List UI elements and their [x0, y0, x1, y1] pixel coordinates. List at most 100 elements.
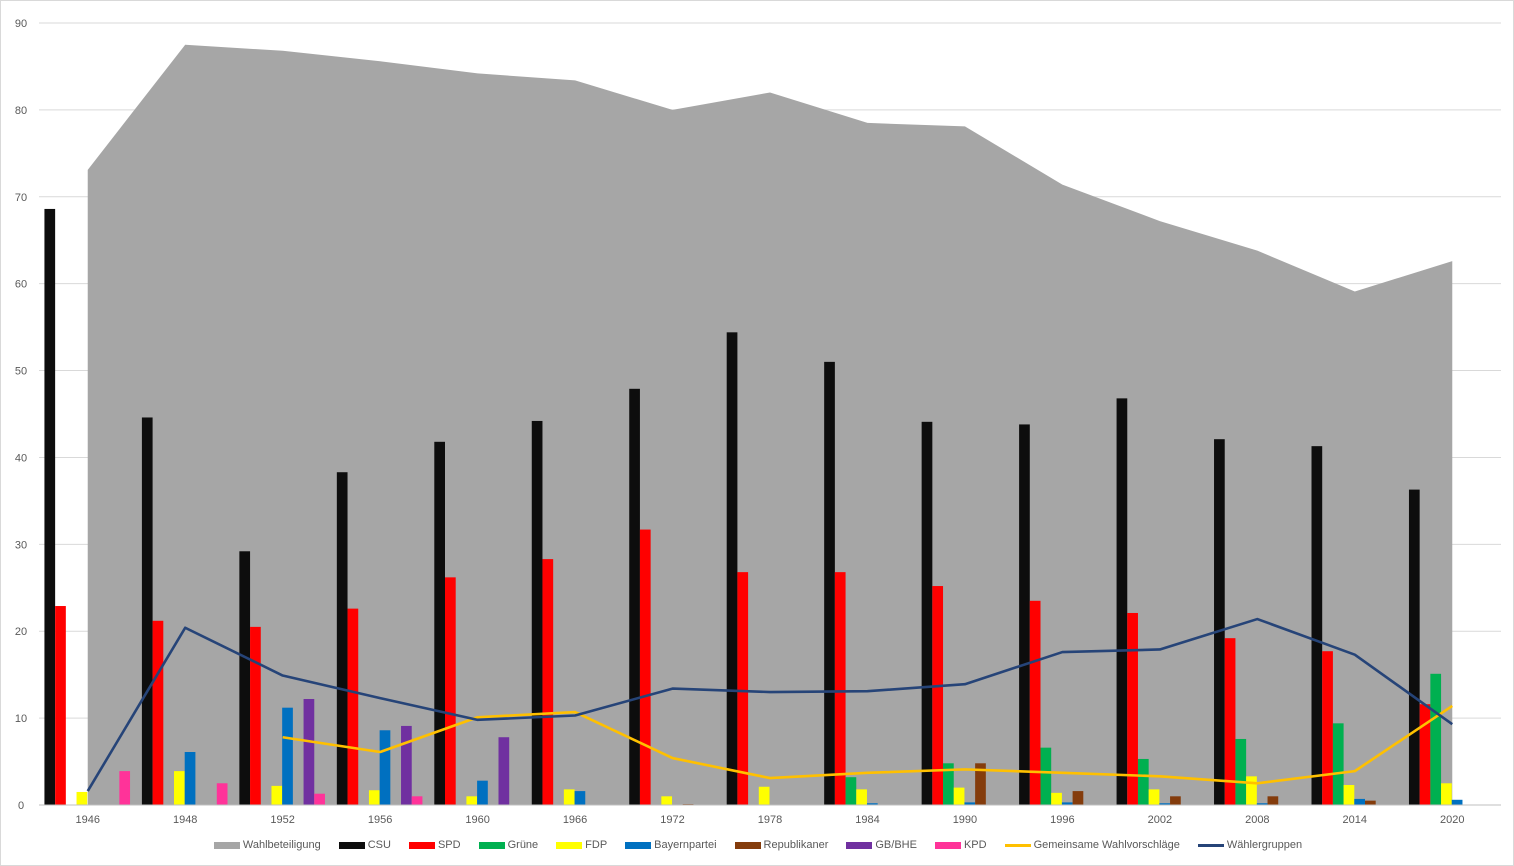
bar-csu-2002: [1116, 398, 1128, 805]
legend-swatch: [213, 841, 240, 849]
area-wahlbeteiligung: [87, 44, 1453, 805]
y-tick-label: 20: [15, 626, 27, 638]
bar-fdp-2008: [1246, 776, 1257, 805]
legend-swatch: [846, 841, 873, 849]
legend-item: Bayernpartei: [625, 839, 717, 851]
legend-line-marker: [1004, 843, 1031, 847]
legend-label: Wählergruppen: [1226, 839, 1303, 851]
bar-spd-1990: [932, 586, 944, 805]
legend-item: GB/BHE: [846, 839, 917, 851]
bar-csu-1946: [44, 208, 56, 806]
y-tick-label: 0: [18, 800, 24, 812]
bar-republikaner-2008: [1267, 796, 1279, 805]
bar-bayernpartei-1960: [477, 780, 488, 805]
bar-bayernpartei-1948: [184, 751, 196, 805]
y-tick-label: 70: [15, 192, 27, 204]
x-tick-label: 2002: [1148, 814, 1172, 826]
legend-label: SPD: [437, 839, 461, 851]
bar-kpd-1948: [216, 783, 228, 805]
y-tick-label: 80: [15, 105, 27, 117]
bar-spd-1978: [737, 572, 749, 805]
bar-fdp-1948: [174, 771, 185, 805]
y-tick-label: 10: [15, 713, 27, 725]
y-tick-label: 30: [15, 539, 27, 551]
bar-bayernpartei-2002: [1159, 803, 1171, 805]
bar-fdp-1956: [368, 790, 380, 805]
bar-csu-1948: [141, 417, 153, 805]
legend-swatch: [478, 841, 505, 849]
bar-csu-2020: [1408, 489, 1420, 805]
legend-label: Wahlbeteiligung: [242, 839, 321, 851]
bar-bayernpartei-1966: [574, 791, 586, 805]
x-tick-label: 1948: [173, 814, 197, 826]
legend-item: KPD: [934, 839, 987, 851]
bar-spd-1952: [250, 626, 261, 805]
bar-csu-1966: [531, 420, 543, 805]
bar-republikaner-1996: [1072, 791, 1084, 805]
y-tick-label: 60: [15, 279, 27, 291]
bar-gb-bhe-1960: [498, 737, 510, 805]
bar-spd-1948: [152, 620, 164, 805]
legend-swatch: [625, 841, 652, 849]
bar-bayernpartei-1952: [282, 707, 293, 805]
bar-bayernpartei-2008: [1256, 803, 1268, 805]
bar-fdp-1952: [271, 785, 283, 805]
bar-fdp-1984: [856, 789, 867, 805]
x-tick-label: 1956: [368, 814, 392, 826]
bar-bayernpartei-1996: [1061, 802, 1073, 805]
legend-swatch: [934, 841, 961, 849]
legend-label: Bayernpartei: [654, 839, 717, 851]
bar-spd-1956: [347, 608, 359, 805]
bar-csu-1990: [921, 421, 933, 805]
bar-fdp-1972: [661, 796, 673, 805]
x-tick-label: 1978: [758, 814, 782, 826]
bar-fdp-1996: [1051, 792, 1062, 805]
bar-csu-1960: [434, 441, 445, 805]
y-tick-label: 50: [15, 366, 27, 378]
bar-csu-2014: [1311, 446, 1323, 805]
legend-label: Republikaner: [763, 839, 829, 851]
bar-spd-2020: [1419, 704, 1431, 805]
bar-gr-ne-2014: [1332, 723, 1344, 805]
bar-spd-1996: [1029, 600, 1041, 805]
bar-fdp-1960: [466, 796, 478, 805]
bar-gr-ne-1996: [1040, 747, 1052, 805]
bar-kpd-1952: [314, 793, 325, 805]
bar-gb-bhe-1952: [303, 698, 315, 805]
legend-swatch: [408, 841, 435, 849]
bar-csu-1984: [824, 361, 835, 805]
bar-spd-2008: [1224, 638, 1236, 805]
bar-spd-1960: [445, 577, 456, 805]
legend-label: CSU: [367, 839, 391, 851]
bar-republikaner-2002: [1170, 796, 1181, 805]
bar-republikaner-2014: [1365, 800, 1376, 805]
x-tick-label: 2008: [1245, 814, 1269, 826]
x-tick-label: 1946: [75, 814, 99, 826]
bar-republikaner-1990: [975, 763, 986, 805]
line-w-hlergruppen: [86, 617, 1454, 792]
legend-swatch: [338, 841, 365, 849]
bar-fdp-1978: [758, 786, 770, 805]
legend-item: SPD: [408, 839, 461, 851]
y-tick-label: 90: [15, 18, 27, 30]
bar-spd-1984: [834, 572, 846, 805]
legend-label: FDP: [585, 839, 608, 851]
bar-csu-1956: [336, 472, 348, 805]
bar-csu-2008: [1214, 439, 1225, 805]
legend-label: KPD: [963, 839, 987, 851]
legend-item: Wählergruppen: [1197, 839, 1303, 851]
bar-gr-ne-2008: [1235, 738, 1247, 805]
bar-spd-2002: [1127, 612, 1138, 805]
legend-label: Gemeinsame Wahlvorschläge: [1033, 839, 1180, 851]
bar-bayernpartei-2020: [1451, 799, 1463, 805]
x-tick-label: 1952: [270, 814, 294, 826]
x-tick-label: 1960: [465, 814, 489, 826]
legend-item: Grüne: [478, 839, 538, 851]
bar-kpd-1946: [119, 771, 131, 805]
bar-bayernpartei-1984: [866, 803, 878, 805]
bar-spd-1966: [542, 559, 554, 805]
bar-fdp-2002: [1148, 789, 1160, 805]
legend-line-marker: [1197, 843, 1224, 847]
